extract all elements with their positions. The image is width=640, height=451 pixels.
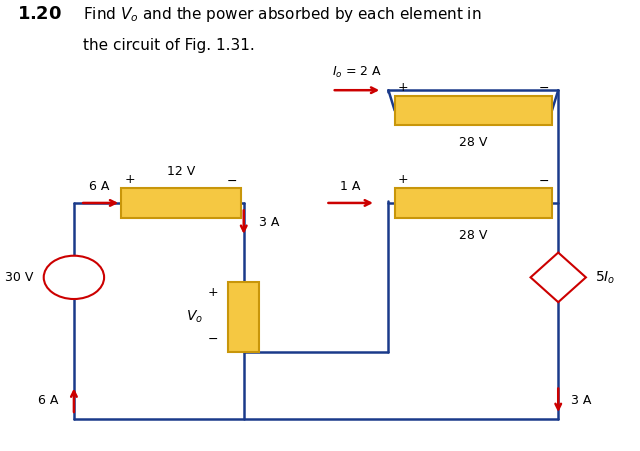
Bar: [395, 188, 552, 217]
Text: 12 V: 12 V: [166, 166, 195, 178]
Circle shape: [44, 256, 104, 299]
Text: +: +: [124, 174, 135, 187]
Text: 30 V: 30 V: [4, 271, 33, 284]
Text: +: +: [398, 174, 408, 187]
Text: $-$: $-$: [538, 174, 548, 187]
Text: +: +: [208, 286, 219, 299]
Text: $-$: $-$: [538, 81, 548, 94]
Text: +: +: [68, 265, 79, 278]
Text: 3 A: 3 A: [259, 216, 280, 229]
Text: 6 A: 6 A: [89, 180, 109, 193]
Text: 1 A: 1 A: [340, 180, 361, 193]
Text: $-$: $-$: [69, 279, 79, 289]
Text: 28 V: 28 V: [459, 229, 488, 242]
Text: 28 V: 28 V: [459, 136, 488, 149]
Text: $5I_o$: $5I_o$: [595, 269, 616, 285]
Text: $-$: $-$: [207, 332, 219, 345]
Text: $-$: $-$: [227, 174, 237, 187]
Text: $-$: $-$: [553, 265, 564, 278]
Bar: [228, 282, 259, 352]
Text: $I_o$ = 2 A: $I_o$ = 2 A: [332, 65, 382, 80]
Text: $\mathbf{1.20}$: $\mathbf{1.20}$: [17, 5, 62, 23]
Bar: [395, 96, 552, 125]
Text: $V_o$: $V_o$: [186, 308, 203, 325]
Text: +: +: [553, 278, 564, 290]
Text: 3 A: 3 A: [571, 394, 591, 406]
Text: 6 A: 6 A: [38, 394, 58, 406]
Text: Find $V_o$ and the power absorbed by each element in: Find $V_o$ and the power absorbed by eac…: [83, 5, 482, 23]
Polygon shape: [531, 253, 586, 302]
Text: +: +: [398, 81, 408, 94]
Bar: [121, 188, 241, 217]
Text: the circuit of Fig. 1.31.: the circuit of Fig. 1.31.: [83, 38, 255, 53]
